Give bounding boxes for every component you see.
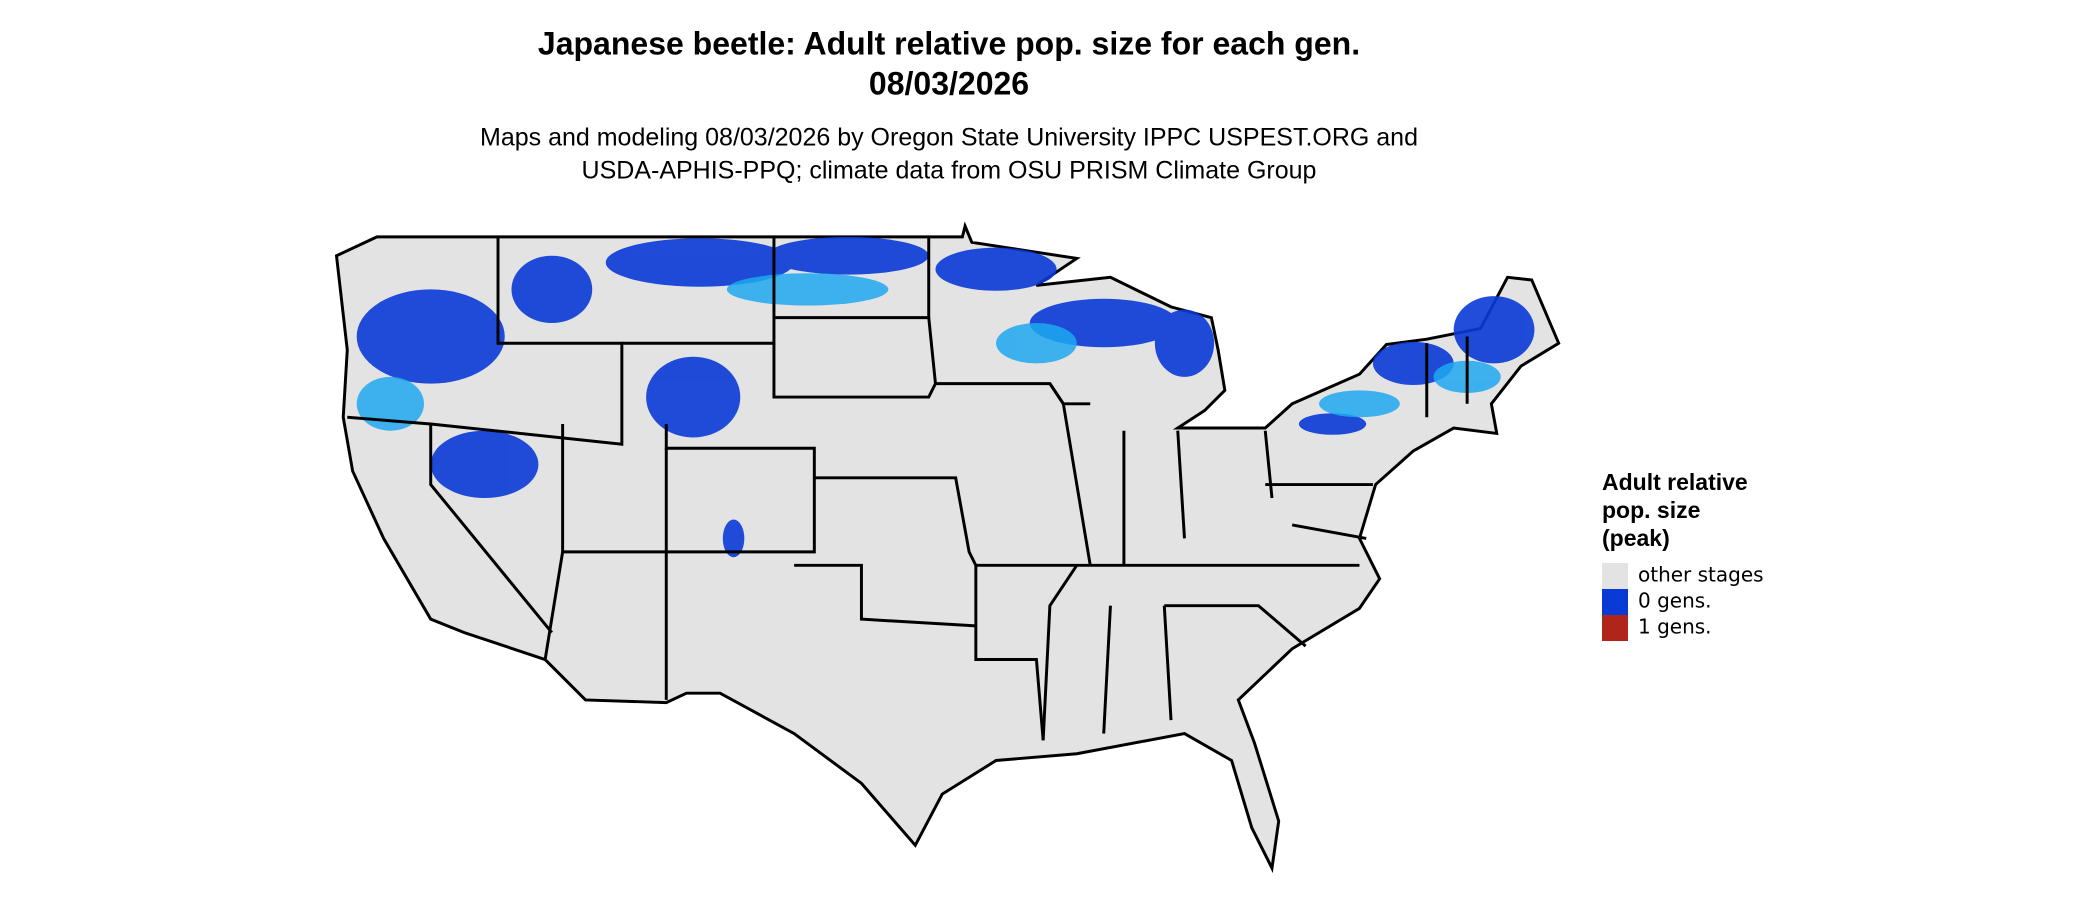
us-outline bbox=[334, 221, 1561, 874]
legend-title: pop. size bbox=[1602, 497, 1700, 523]
title: Japanese beetle: Adult relative pop. siz… bbox=[538, 25, 1360, 61]
legend-label: 1 gens. bbox=[1638, 615, 1712, 639]
legend-title: Adult relative bbox=[1602, 469, 1748, 495]
legend-title: (peak) bbox=[1602, 525, 1670, 551]
state-lines bbox=[347, 236, 1469, 741]
map bbox=[334, 221, 1561, 874]
legend-swatch bbox=[1602, 563, 1628, 589]
legend-swatch bbox=[1602, 589, 1628, 615]
light-blue-zones bbox=[356, 273, 1501, 431]
legend-label: 0 gens. bbox=[1638, 589, 1712, 613]
title: 08/03/2026 bbox=[869, 65, 1029, 101]
blue-zones bbox=[356, 236, 1535, 558]
legend-label: other stages bbox=[1638, 563, 1764, 587]
subtitle: USDA-APHIS-PPQ; climate data from OSU PR… bbox=[582, 157, 1317, 185]
legend-swatch bbox=[1602, 615, 1628, 641]
subtitle: Maps and modeling 08/03/2026 by Oregon S… bbox=[480, 124, 1418, 152]
